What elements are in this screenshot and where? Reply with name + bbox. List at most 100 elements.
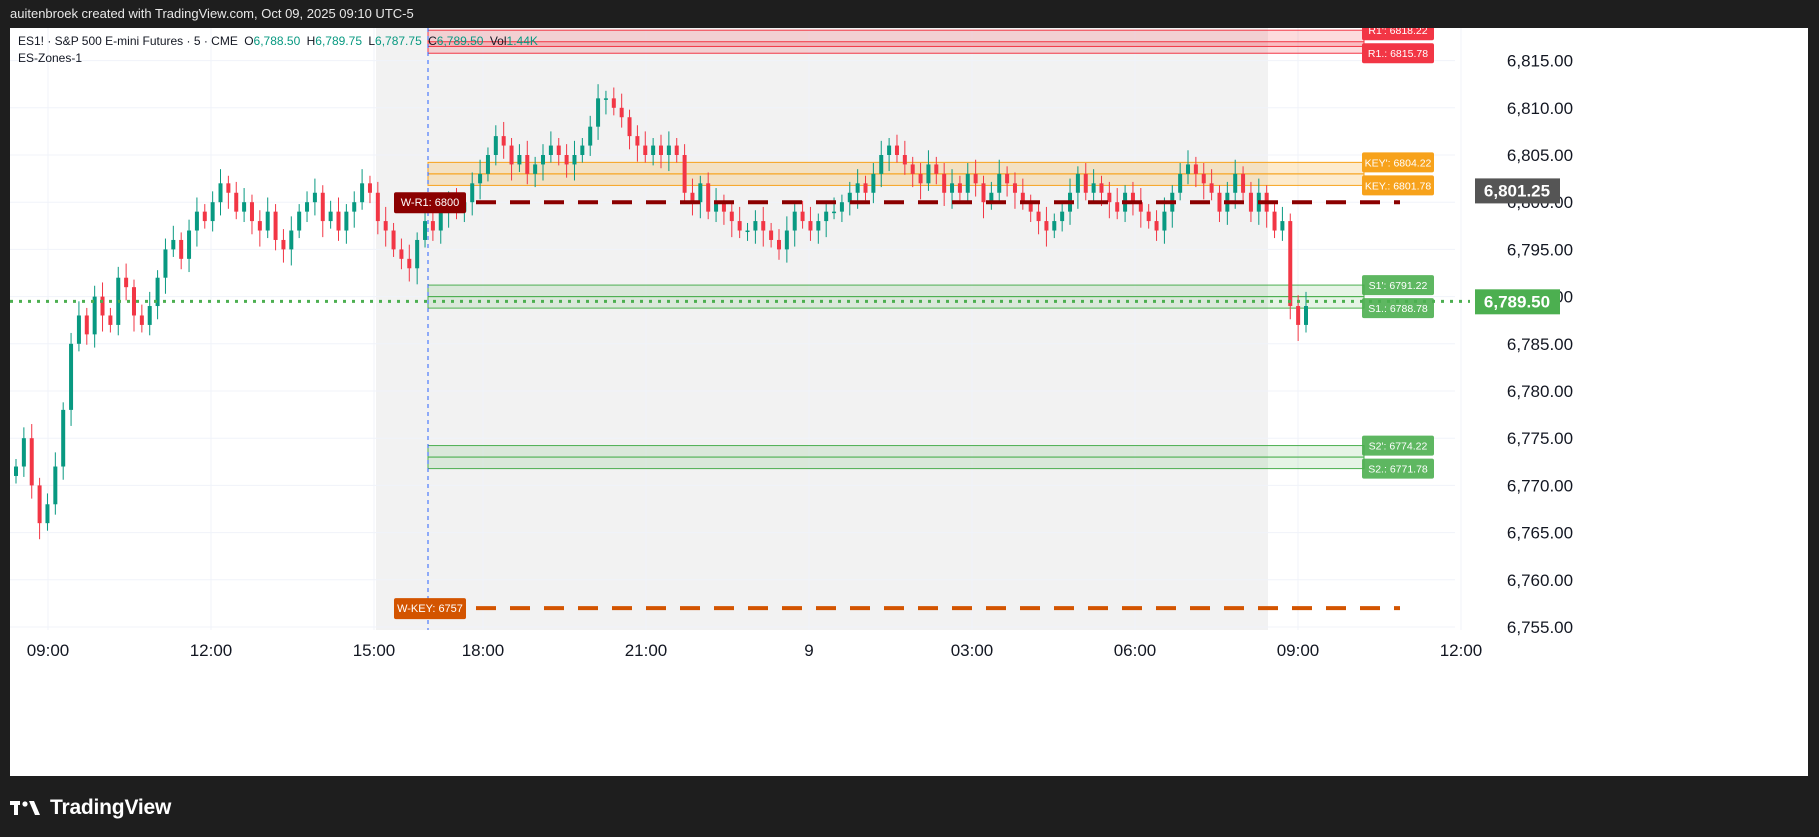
low-value: 6,787.75 [375, 34, 422, 48]
candle-body [407, 258, 412, 269]
close-label: C [428, 34, 437, 48]
candle-body [879, 155, 884, 174]
zone-label: KEY': 6804.22 [1362, 152, 1434, 173]
zone-label-text: S1.: 6788.78 [1368, 303, 1428, 315]
y-tick-label: 6,815.00 [1507, 52, 1573, 71]
zone-label-text: KEY.: 6801.78 [1365, 180, 1432, 192]
candle-body [863, 183, 868, 193]
candle-body [619, 107, 624, 118]
candle-body [1099, 183, 1104, 193]
zone-band [427, 456, 1365, 470]
candle-body [187, 230, 192, 259]
candle-body [1154, 221, 1159, 231]
indicator-name[interactable]: ES-Zones-1 [18, 51, 83, 65]
candle-body [1130, 192, 1135, 203]
candle-body [910, 164, 915, 174]
candle-body [902, 155, 907, 165]
candle-body [737, 221, 742, 231]
candle-body [1138, 202, 1143, 212]
candle-body [218, 183, 223, 203]
candle-body [202, 211, 207, 222]
candle-body [894, 145, 899, 155]
low-label: L [368, 34, 376, 48]
candle-body [1217, 192, 1222, 212]
candle-body [37, 485, 42, 524]
candle-body [776, 239, 781, 250]
candle-body [139, 315, 144, 325]
candle-body [21, 438, 26, 467]
candle-body [926, 164, 931, 184]
last-price-text: 6,789.50 [1484, 292, 1550, 311]
candle-body [92, 296, 97, 335]
candle-body [336, 211, 341, 231]
candle-body [839, 202, 844, 212]
candle-body [887, 145, 892, 155]
zone-label: S2': 6774.22 [1362, 435, 1434, 456]
x-tick-label: 9 [804, 641, 813, 660]
candle-body [1280, 221, 1285, 231]
candle-body [289, 230, 294, 250]
candle-body [965, 173, 970, 193]
candle-body [509, 145, 514, 165]
zone-label: R1.: 6815.78 [1362, 43, 1434, 64]
last-price-badge: 6,789.50 [1475, 289, 1560, 315]
weekly-level-label: W-R1: 6800 [394, 192, 466, 214]
candle-body [611, 98, 616, 108]
open-label: O [244, 34, 254, 48]
candle-body [934, 164, 939, 174]
candle-body [1060, 211, 1065, 222]
zone-band [427, 41, 1365, 54]
candle-body [423, 221, 428, 240]
y-tick-label: 6,785.00 [1507, 335, 1573, 354]
candle-body [179, 239, 184, 259]
candle-body [352, 202, 357, 212]
zone-label-text: R1': 6818.22 [1368, 28, 1427, 37]
candle-body [1020, 192, 1025, 203]
candle-body [61, 409, 66, 467]
candle-body [415, 239, 420, 269]
zone-label-text: KEY': 6804.22 [1365, 157, 1432, 169]
candle-body [855, 183, 860, 193]
candle-body [147, 306, 152, 325]
candle-body [155, 277, 160, 307]
y-tick-label: 6,755.00 [1507, 618, 1573, 637]
candle-body [391, 230, 396, 250]
candle-body [1005, 173, 1010, 184]
candle-body [399, 249, 404, 259]
candle-body [651, 145, 656, 155]
price-chart[interactable]: W-R1: 6800 W-KEY: 6757 R1': 6818.22 R1.: 68… [10, 28, 1808, 776]
candle-body [769, 230, 774, 240]
x-tick-label: 21:00 [625, 641, 668, 660]
candle-body [871, 173, 876, 193]
candle-body [242, 202, 247, 212]
weekly-level-text: W-R1: 6800 [401, 197, 460, 209]
candle-body [501, 136, 506, 146]
candle-body [305, 202, 310, 212]
chart-area[interactable]: W-R1: 6800 W-KEY: 6757 R1': 6818.22 R1.: 68… [10, 28, 1808, 776]
candle-body [541, 155, 546, 165]
candle-body [281, 239, 286, 250]
candle-body [706, 183, 711, 212]
zone-label: R1': 6818.22 [1362, 28, 1434, 41]
candle-body [210, 202, 215, 222]
zone-label: S1.: 6788.78 [1362, 298, 1434, 319]
volume-label: Vol [489, 34, 507, 48]
candle-body [792, 211, 797, 231]
candle-body [1186, 164, 1191, 174]
candle-body [1209, 183, 1214, 193]
candle-body [690, 192, 695, 203]
candle-body [1028, 202, 1033, 212]
candle-body [360, 183, 365, 203]
y-tick-label: 6,765.00 [1507, 524, 1573, 543]
candle-body [784, 230, 789, 250]
candle-body [800, 211, 805, 222]
zone-band [427, 173, 1365, 186]
candle-body [45, 504, 50, 524]
candle-body [525, 155, 530, 174]
candle-body [273, 211, 278, 240]
candle-body [171, 239, 176, 250]
zone-band [427, 445, 1365, 458]
candle-body [659, 145, 663, 155]
candle-body [234, 192, 239, 212]
close-value: 6,789.50 [436, 34, 484, 48]
